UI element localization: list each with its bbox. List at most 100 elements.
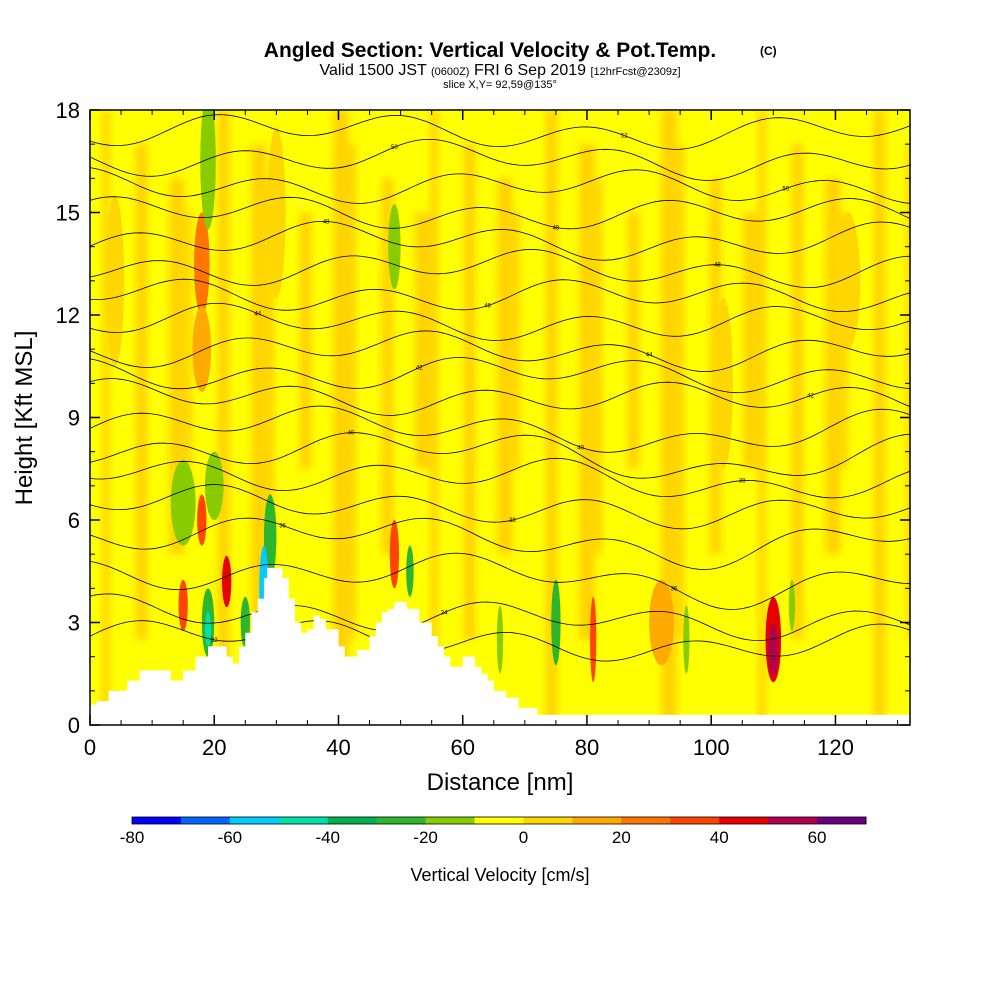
theta-contour-label: 48: [714, 263, 721, 269]
theta-contour-label: 34: [441, 611, 448, 617]
theta-contour-line: [90, 196, 910, 230]
colorbar-swatch: [572, 817, 622, 824]
velocity-cell: [406, 545, 414, 597]
colorbar-tick-label: -20: [413, 828, 438, 847]
velocity-cell: [204, 451, 224, 520]
velocity-stripe: [217, 110, 230, 725]
theta-contour-label: 36: [279, 523, 286, 529]
theta-contour-label: 50: [391, 145, 398, 151]
velocity-cell: [192, 306, 212, 392]
x-tick-label: 120: [817, 735, 854, 760]
velocity-cell: [267, 127, 286, 298]
y-tick-label: 9: [68, 406, 80, 431]
colorbar-tick-label: 20: [612, 828, 631, 847]
velocity-cell: [496, 605, 504, 674]
velocity-stripe: [299, 212, 312, 469]
theta-contour-label: 32: [211, 638, 218, 644]
y-tick-label: 6: [68, 508, 80, 533]
theta-contour-label: 44: [646, 353, 653, 359]
theta-contour-line: [90, 114, 910, 150]
velocity-stripe: [102, 110, 110, 725]
velocity-stripe: [676, 144, 684, 640]
theta-contour-line: [90, 357, 910, 394]
velocity-cell: [105, 195, 125, 367]
y-tick-label: 0: [68, 713, 80, 738]
theta-contour-label: 50: [782, 187, 789, 193]
velocity-stripe: [348, 144, 356, 640]
velocity-cell: [788, 579, 796, 632]
velocity-stripe: [758, 110, 766, 725]
velocity-stripe: [415, 212, 431, 469]
colorbar-swatch: [817, 817, 867, 824]
velocity-cell: [768, 624, 778, 676]
velocity-stripe: [594, 178, 602, 555]
colorbar-tick-label: -60: [218, 828, 243, 847]
velocity-stripe: [791, 144, 804, 640]
velocity-stripe: [512, 212, 520, 469]
velocity-cell: [388, 203, 401, 290]
theta-contour-line: [90, 484, 910, 530]
theta-contour-line: [90, 221, 910, 261]
theta-contour-label: 40: [577, 445, 584, 451]
theta-contour-label: 38: [739, 479, 746, 485]
velocity-stripe: [184, 212, 192, 469]
theta-contour-line: [90, 330, 910, 373]
chart-slice-info: slice X,Y= 92,59@135°: [443, 79, 557, 91]
velocity-cell: [389, 520, 400, 589]
colorbar-label: Vertical Velocity [cm/s]: [410, 865, 589, 885]
chart-title-units: (C): [760, 44, 777, 58]
colorbar-tick-label: -40: [315, 828, 340, 847]
subtitle-date: FRI 6 Sep 2019: [474, 62, 586, 79]
theta-contour-line: [90, 167, 910, 204]
velocity-features: [105, 110, 861, 683]
subtitle-forecast: [12hrFcst@2309z]: [590, 66, 680, 78]
theta-contour-line: [90, 517, 910, 570]
theta-contour-label: 48: [323, 219, 330, 225]
chart-subtitle: Valid 1500 JST (0600Z) FRI 6 Sep 2019 [1…: [319, 62, 680, 79]
velocity-cell: [200, 110, 216, 230]
theta-contour-line: [90, 620, 910, 662]
velocity-cell: [649, 579, 674, 666]
velocity-cell: [835, 212, 861, 350]
y-axis-label: Height [Kft MSL]: [11, 331, 38, 506]
velocity-cell: [222, 555, 232, 608]
velocity-cell: [683, 605, 690, 674]
theta-contour-label: 44: [254, 311, 261, 317]
theta-contour-line: [90, 593, 910, 642]
theta-contour-label: 40: [348, 431, 355, 437]
theta-contour-line: [90, 278, 910, 313]
velocity-cell: [714, 297, 733, 469]
colorbar-swatch: [474, 817, 524, 824]
theta-contour-line: [90, 248, 910, 289]
x-tick-label: 20: [202, 735, 226, 760]
chart-title: Angled Section: Vertical Velocity & Pot.…: [264, 39, 716, 62]
colorbar-frame: [131, 816, 867, 825]
theta-contour-line: [90, 405, 910, 453]
velocity-stripe: [873, 110, 886, 725]
velocity-stripe: [430, 110, 438, 725]
velocity-stripe: [743, 212, 759, 469]
x-tick-label: 60: [450, 735, 474, 760]
colorbar-swatch: [180, 817, 231, 824]
y-tick-label: 12: [56, 303, 80, 328]
colorbar-tick-label: 40: [710, 828, 729, 847]
velocity-stripe: [497, 178, 513, 555]
colorbar: -80 -60 -40 -20 0 20 40 60: [120, 816, 867, 847]
colorbar-swatch: [621, 817, 671, 824]
terrain: [90, 567, 910, 725]
theta-contour-label: 46: [484, 304, 491, 310]
colorbar-swatch: [768, 817, 818, 824]
x-tick-label: 0: [84, 735, 96, 760]
theta-contour-label: 38: [509, 518, 516, 524]
velocity-stripes: [102, 110, 910, 725]
theta-contour-label: 48: [553, 225, 560, 231]
velocity-cell: [194, 212, 210, 315]
y-tick-label: 18: [56, 98, 80, 123]
velocity-stripe: [545, 110, 558, 725]
colorbar-swatch: [229, 817, 280, 824]
theta-contour-label: 42: [807, 394, 814, 400]
x-tick-label: 40: [326, 735, 350, 760]
velocity-stripe: [135, 144, 148, 640]
